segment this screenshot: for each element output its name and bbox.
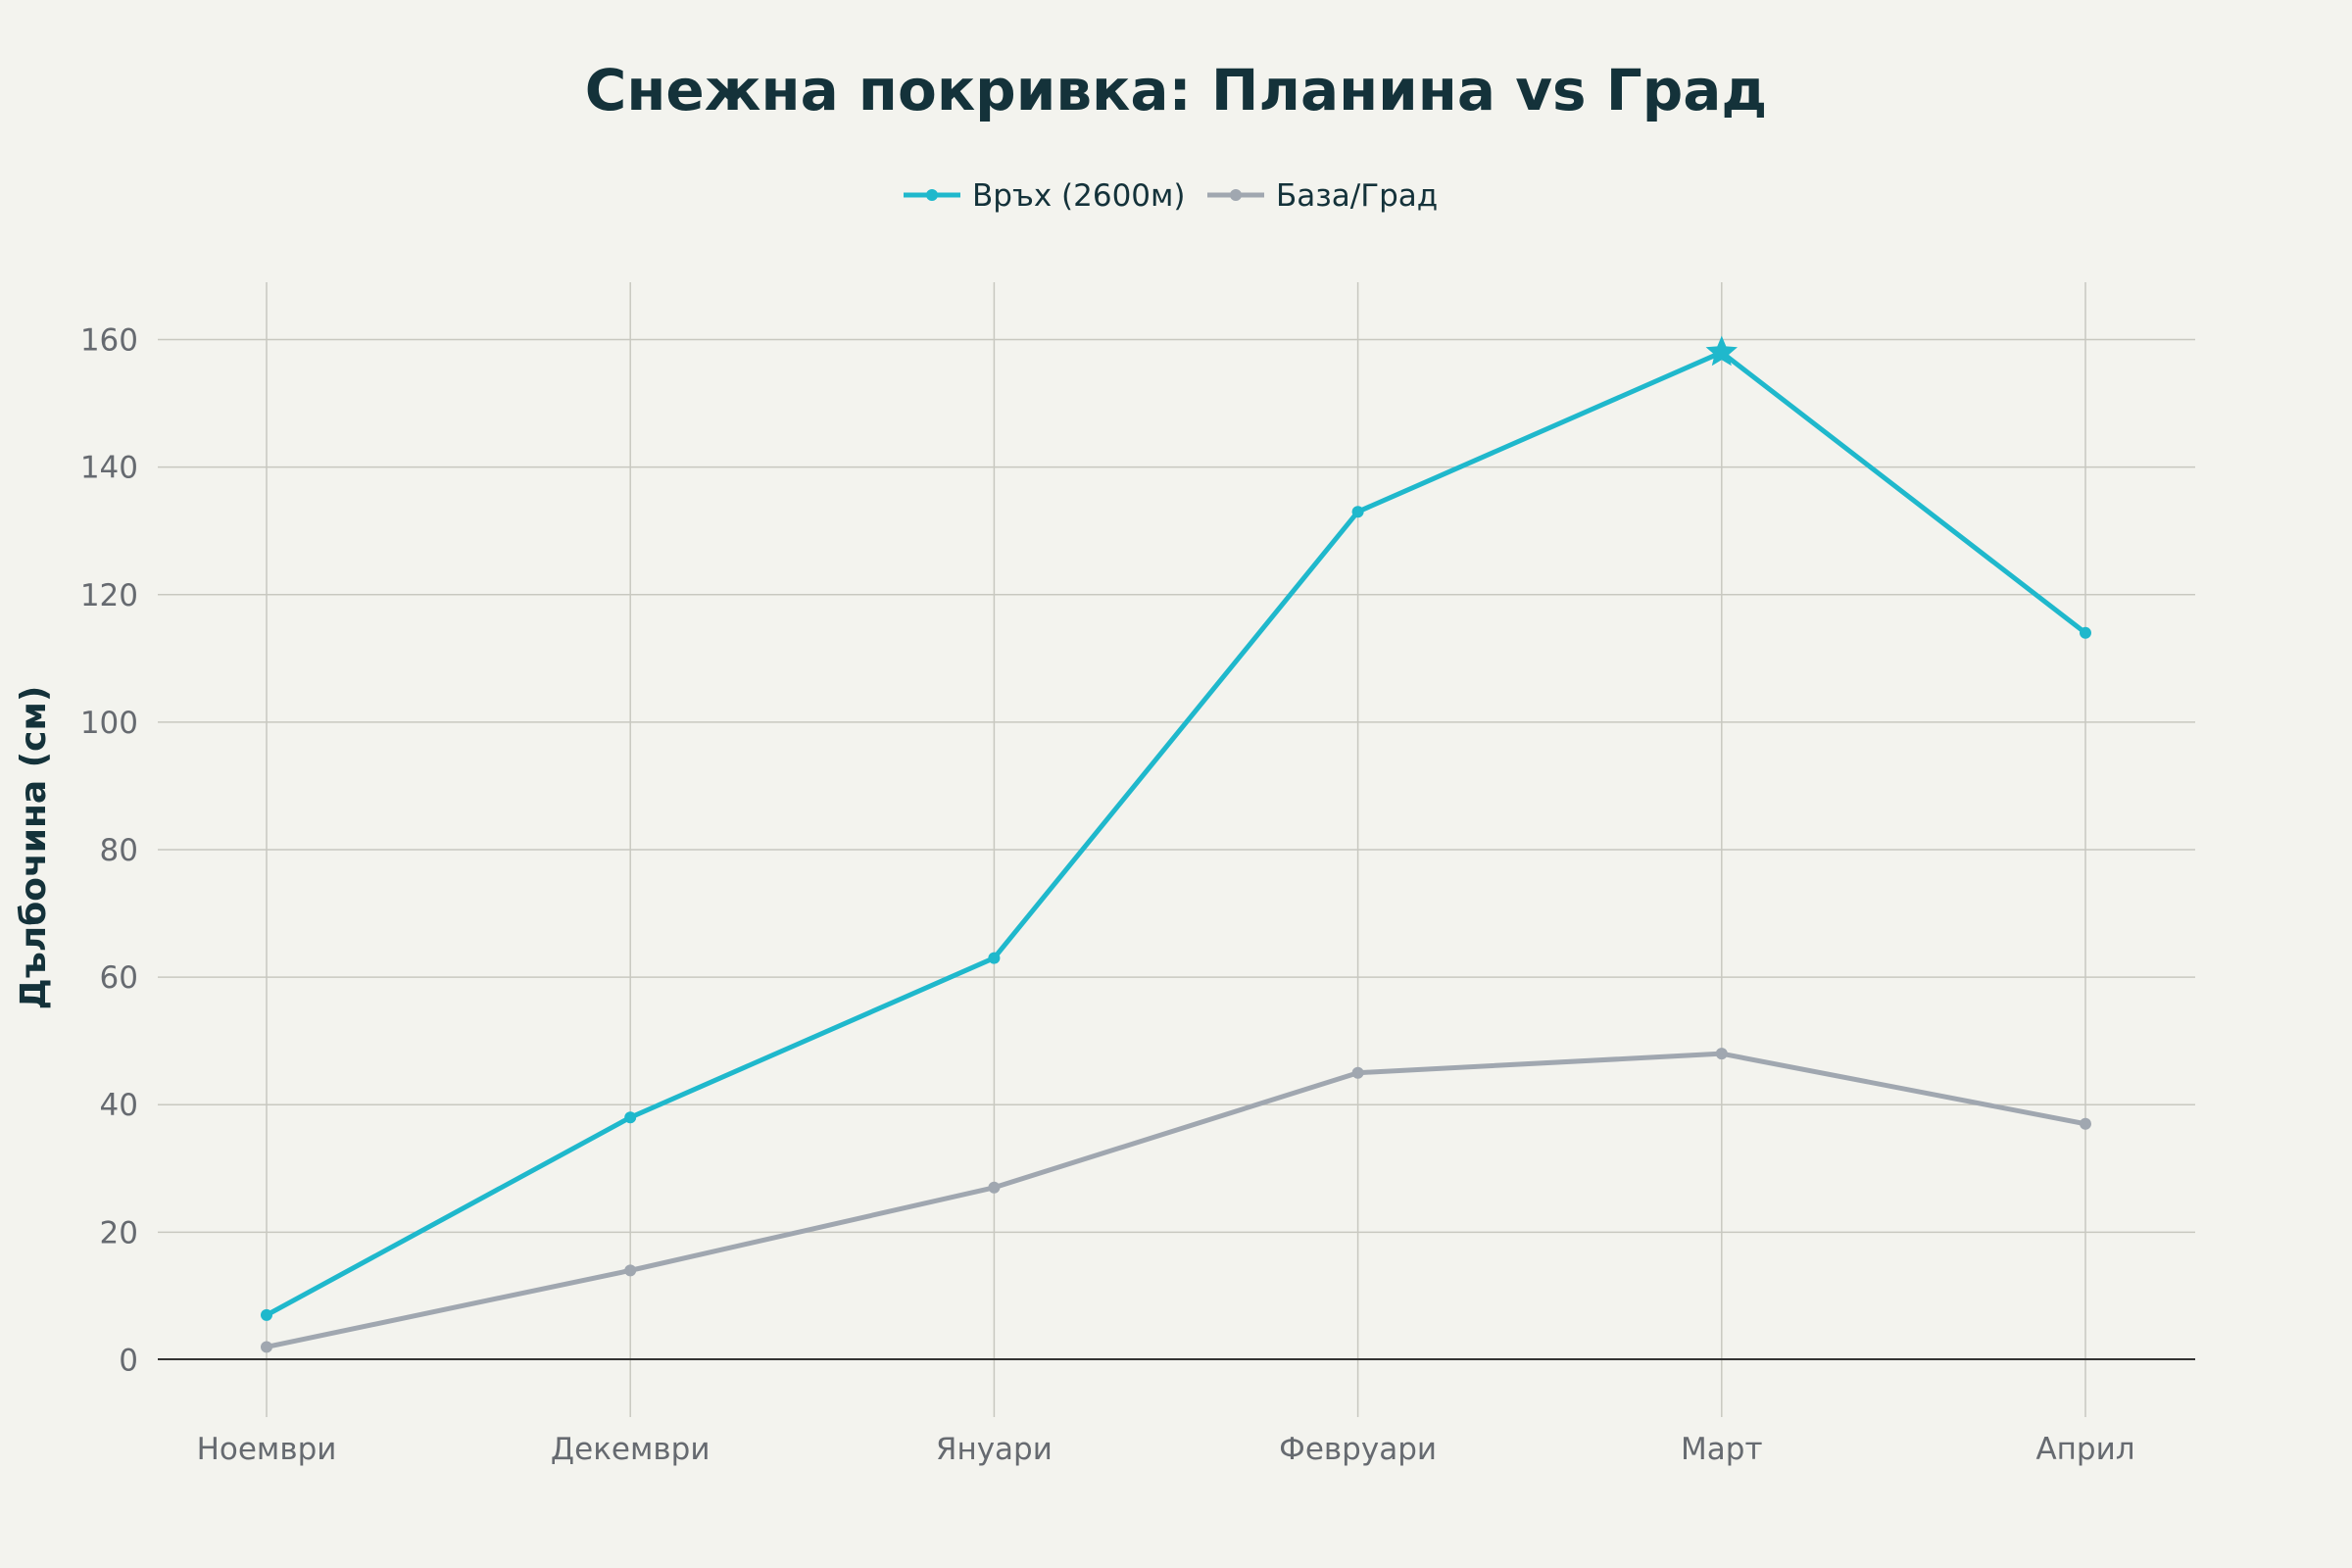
data-point xyxy=(988,952,1001,964)
y-tick-label: 60 xyxy=(100,960,138,996)
data-point xyxy=(2080,626,2091,639)
y-tick-label: 120 xyxy=(80,578,138,613)
data-point xyxy=(988,1181,1001,1194)
y-tick-label: 0 xyxy=(119,1343,138,1378)
series-line xyxy=(265,350,2087,1318)
x-tick-label: Ноември xyxy=(197,1432,337,1467)
data-point xyxy=(1351,1066,1364,1079)
data-point xyxy=(261,1341,272,1353)
x-tick-label: Декември xyxy=(551,1432,710,1467)
y-axis-label: Дълбочина (см) xyxy=(14,686,54,1010)
grid xyxy=(158,282,2195,1417)
y-tick-label: 100 xyxy=(80,706,138,741)
y-tick-labels: 0 20 40 60 80 100 120 140 160 xyxy=(80,323,138,1379)
data-point xyxy=(1351,506,1364,518)
peak-star-marker xyxy=(1705,335,1738,367)
data-point xyxy=(2080,1117,2091,1130)
y-tick-label: 140 xyxy=(80,451,138,486)
series-group xyxy=(261,335,2091,1353)
data-point xyxy=(261,1308,272,1321)
series-line xyxy=(266,1051,2086,1349)
y-tick-label: 40 xyxy=(100,1088,138,1123)
legend-swatch-marker xyxy=(926,189,938,201)
legend: Връх (2600м) База/Град xyxy=(904,178,1438,214)
x-tick-label: Февруари xyxy=(1279,1432,1437,1467)
chart-title: Снежна покривка: Планина vs Град xyxy=(585,57,1767,123)
legend-swatch-marker xyxy=(1230,189,1242,201)
data-point xyxy=(1715,1048,1728,1060)
y-tick-label: 160 xyxy=(80,323,138,359)
data-point xyxy=(624,1111,637,1124)
y-tick-label: 80 xyxy=(100,833,138,868)
x-tick-label: Март xyxy=(1681,1432,1762,1467)
x-tick-labels: Ноември Декември Януари Февруари Март Април xyxy=(197,1432,2135,1467)
y-tick-label: 20 xyxy=(100,1215,138,1250)
legend-label: Връх (2600м) xyxy=(972,178,1186,214)
x-tick-label: Януари xyxy=(936,1432,1053,1467)
legend-label: База/Град xyxy=(1276,178,1438,214)
x-tick-label: Април xyxy=(2035,1432,2134,1467)
data-point xyxy=(624,1264,637,1277)
